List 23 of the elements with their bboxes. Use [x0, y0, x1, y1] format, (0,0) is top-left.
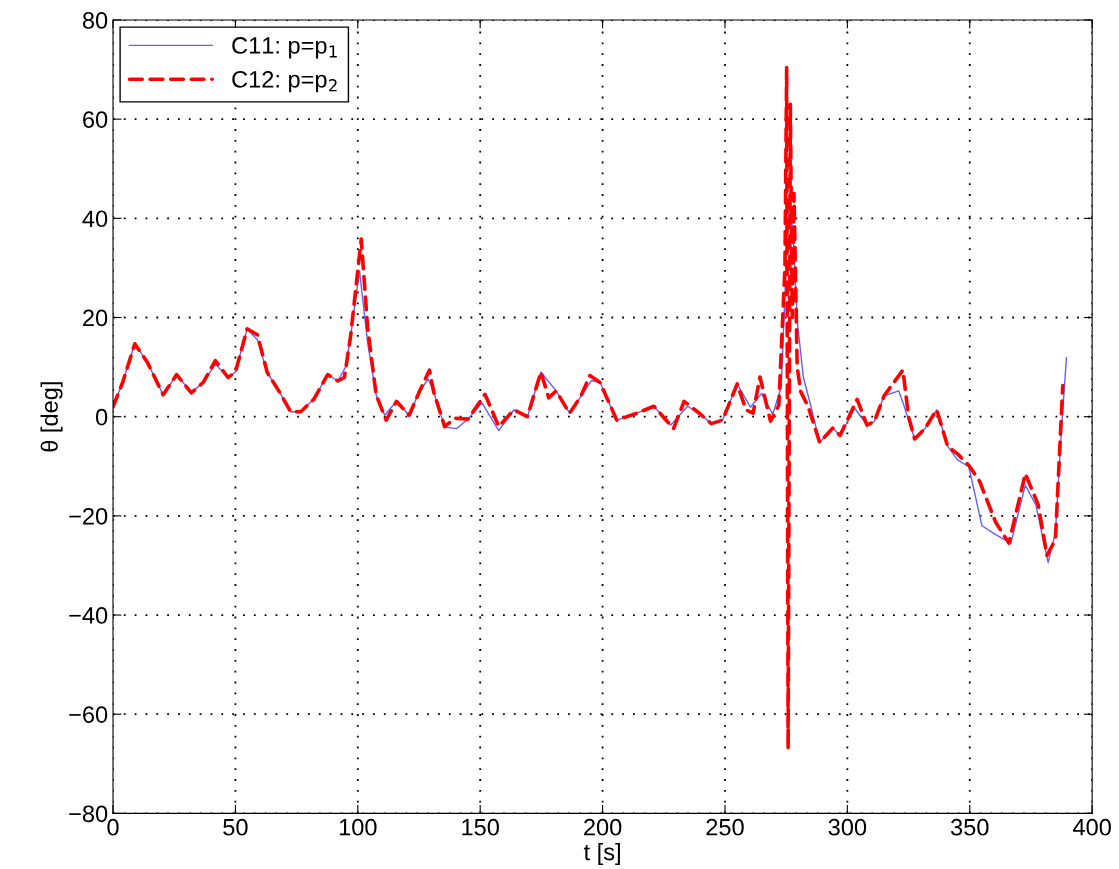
legend-label: C11: p=p$_{1}$	[232, 37, 337, 59]
y-tick-label: −40	[69, 607, 108, 624]
x-tick-label: 400	[1072, 818, 1111, 836]
x-tick-label: 350	[950, 818, 989, 836]
y-tick-label: −60	[69, 706, 108, 723]
x-tick-label: 50	[223, 818, 248, 836]
x-axis-title: t [s]	[583, 843, 620, 866]
x-tick-label: 100	[339, 818, 377, 836]
y-tick-label: 80	[82, 12, 108, 29]
y-axis-title: θ [deg]	[40, 382, 63, 452]
y-tick-label: −80	[69, 805, 108, 823]
y-tick-label: 0	[95, 408, 108, 426]
x-tick-label: 200	[584, 818, 622, 836]
x-tick-label: 300	[828, 818, 867, 836]
x-tick-label: 250	[706, 818, 744, 836]
y-tick-label: 40	[82, 210, 108, 228]
y-tick-label: −20	[69, 507, 108, 525]
x-tick-label: 0	[107, 818, 119, 836]
y-tick-label: 60	[83, 111, 108, 128]
line-series	[113, 65, 1065, 751]
y-tick-label: 20	[83, 309, 108, 327]
legend-label: C12: p=p$_{2}$	[232, 70, 337, 93]
x-tick-label: 150	[462, 818, 499, 836]
